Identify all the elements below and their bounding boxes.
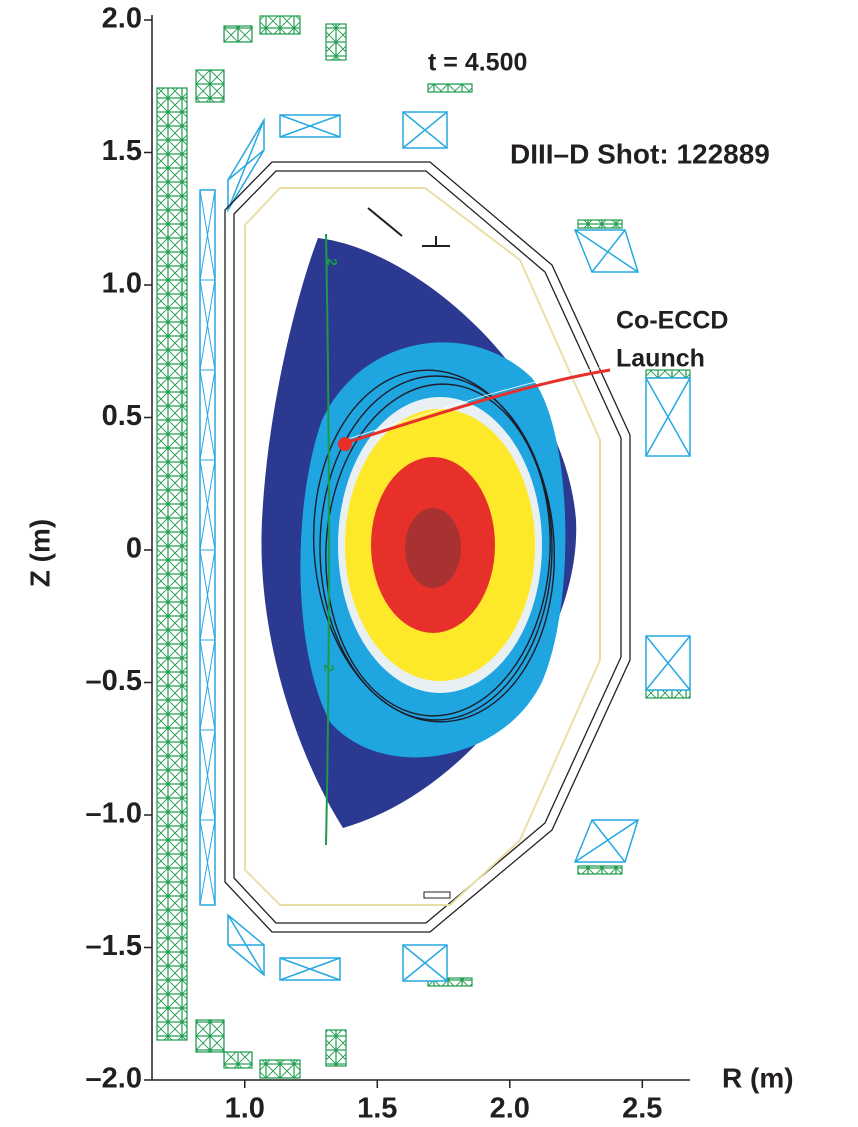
x-tick-label: 2.0	[490, 1093, 530, 1125]
chart-subtitle: t = 4.500	[428, 49, 527, 77]
chart: DIII–D Shot: 122889 t = 4.500 Co-ECCD La…	[0, 0, 858, 1127]
y-tick-label: –1.0	[86, 798, 142, 830]
y-tick-label: 1.5	[102, 135, 142, 167]
y-tick-label: 1.0	[102, 268, 142, 300]
y-tick-label: 0.5	[102, 400, 142, 432]
divertor-tile	[422, 236, 450, 246]
y-tick-label: –1.5	[86, 930, 142, 962]
port	[424, 892, 450, 898]
contour-label: 2	[321, 664, 337, 672]
y-axis-label: Z (m)	[24, 519, 55, 587]
y-tick-label: 2.0	[102, 3, 142, 35]
x-tick-label: 2.5	[622, 1093, 662, 1125]
y-tick-label: –0.5	[86, 665, 142, 697]
divertor-tile	[368, 208, 402, 236]
x-tick-label: 1.5	[357, 1093, 397, 1125]
annotation: Co-ECCD	[616, 307, 729, 335]
x-axis-label: R (m)	[722, 1062, 794, 1093]
y-tick-label: 0	[126, 533, 142, 565]
chart-title: DIII–D Shot: 122889	[510, 138, 770, 169]
annotation: Launch	[616, 345, 705, 373]
contour-label: 2	[324, 258, 340, 266]
x-tick-label: 1.0	[225, 1093, 265, 1125]
y-tick-label: –2.0	[86, 1063, 142, 1095]
